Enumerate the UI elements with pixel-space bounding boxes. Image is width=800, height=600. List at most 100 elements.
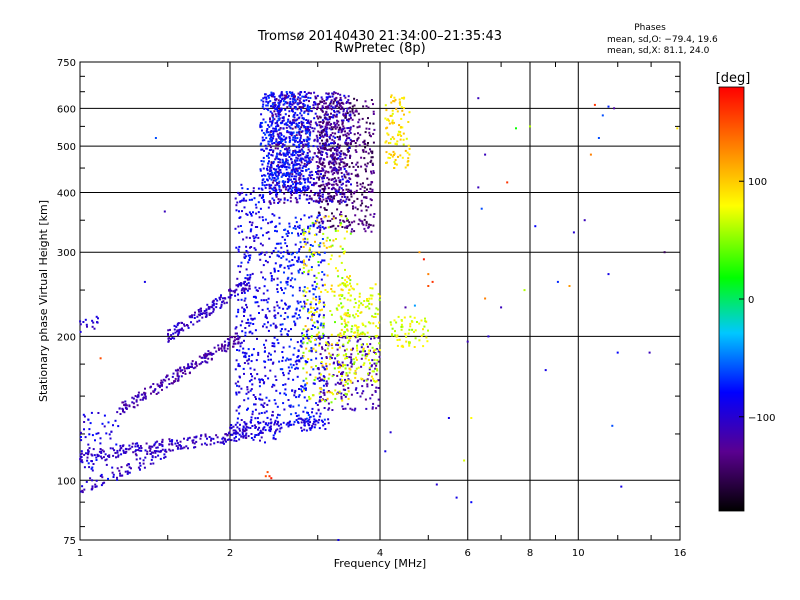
data-point <box>326 97 329 100</box>
data-point <box>326 203 329 206</box>
data-point <box>313 91 316 94</box>
data-point <box>233 336 236 339</box>
data-point <box>327 181 330 184</box>
data-point <box>179 440 182 443</box>
data-point <box>288 225 291 228</box>
data-point <box>319 126 322 129</box>
y-tick-label: 500 <box>57 142 76 153</box>
data-point <box>388 122 391 125</box>
data-point <box>425 336 428 339</box>
data-point <box>282 127 285 130</box>
data-point <box>237 363 240 366</box>
data-point <box>319 137 321 140</box>
data-point <box>369 213 372 216</box>
data-point <box>391 121 394 124</box>
data-point <box>274 262 277 265</box>
data-point <box>295 419 298 422</box>
data-point <box>384 450 387 453</box>
data-point <box>346 119 348 121</box>
data-point <box>285 159 288 162</box>
data-point <box>294 139 297 142</box>
data-point <box>271 414 274 417</box>
data-point <box>329 198 332 201</box>
data-point <box>288 151 291 154</box>
data-point <box>83 453 86 456</box>
data-point <box>294 140 297 143</box>
data-point <box>137 394 140 397</box>
data-point <box>161 383 163 386</box>
data-point <box>310 189 313 192</box>
data-point <box>344 364 347 367</box>
data-point <box>239 423 241 426</box>
data-point <box>343 127 346 130</box>
data-point <box>279 281 282 284</box>
data-point <box>397 130 400 133</box>
data-point <box>324 141 327 144</box>
data-point <box>331 138 334 141</box>
data-point <box>152 462 155 465</box>
data-point <box>269 353 272 356</box>
data-point <box>274 324 277 327</box>
data-point <box>337 353 340 356</box>
data-point <box>336 149 339 151</box>
data-point <box>330 99 333 102</box>
data-point <box>183 446 186 449</box>
data-point <box>371 287 374 290</box>
data-point <box>271 176 274 179</box>
data-point <box>183 437 185 440</box>
data-point <box>326 274 329 277</box>
data-point <box>371 152 374 155</box>
data-point <box>241 230 244 233</box>
data-point <box>267 329 270 332</box>
data-point <box>238 336 241 339</box>
data-point <box>353 298 356 301</box>
data-point <box>371 315 374 318</box>
data-point <box>325 342 328 345</box>
data-point <box>346 148 349 151</box>
data-point <box>305 93 308 96</box>
data-point <box>347 309 350 312</box>
data-point <box>305 99 308 102</box>
data-point <box>343 193 346 196</box>
data-point <box>152 383 155 385</box>
data-point <box>212 302 215 305</box>
data-point <box>279 161 281 164</box>
data-point <box>333 163 336 166</box>
data-point <box>322 391 325 394</box>
data-point <box>298 388 300 390</box>
data-point <box>397 133 400 136</box>
data-point <box>274 247 277 250</box>
data-point <box>288 305 291 308</box>
data-point <box>318 160 321 163</box>
data-point <box>248 380 251 383</box>
data-point <box>108 454 111 457</box>
data-point <box>256 417 259 420</box>
data-point <box>318 170 321 173</box>
data-point <box>146 453 149 455</box>
data-point <box>338 200 341 203</box>
data-point <box>243 299 246 302</box>
data-point <box>268 144 271 147</box>
data-point <box>287 163 290 166</box>
data-point <box>357 136 360 139</box>
data-point <box>316 155 319 158</box>
data-point <box>328 352 331 355</box>
data-point <box>216 299 219 302</box>
data-point <box>246 277 249 280</box>
data-point <box>385 127 387 130</box>
data-point <box>289 127 292 130</box>
data-point <box>212 304 215 307</box>
data-point <box>387 156 390 159</box>
data-point <box>314 112 317 115</box>
data-point <box>256 301 259 304</box>
data-point <box>324 112 327 115</box>
data-point <box>315 134 318 137</box>
data-point <box>263 323 266 326</box>
data-point <box>268 125 271 128</box>
data-point <box>321 119 324 122</box>
data-point <box>292 423 295 426</box>
data-point <box>333 180 336 183</box>
data-point <box>306 342 309 345</box>
data-point <box>300 421 303 424</box>
data-point <box>365 220 368 223</box>
